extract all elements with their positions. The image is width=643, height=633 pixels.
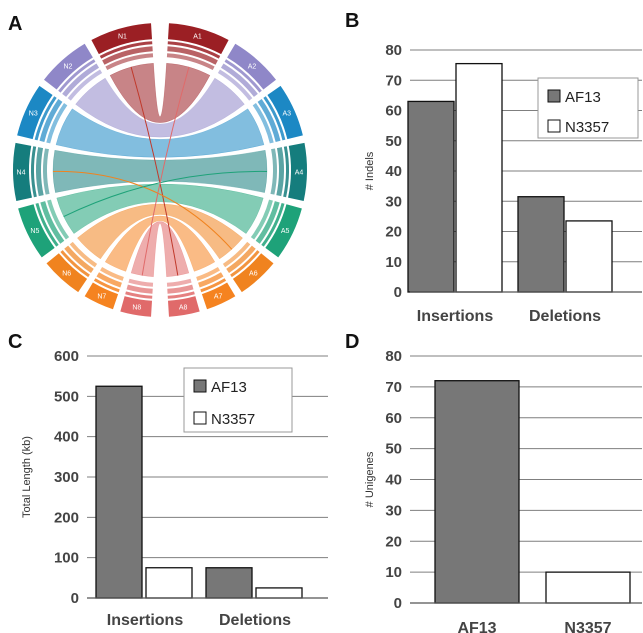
legend-label: N3357 [211, 411, 255, 428]
bar-n3357-insertions [146, 568, 192, 598]
circos-segment-label: A1 [193, 34, 202, 41]
x-category-label: N3357 [564, 620, 611, 633]
circos-segment-label: N4 [17, 169, 26, 176]
panel-label-c: C [8, 331, 22, 353]
circos-segment-label: N7 [97, 294, 106, 301]
circos-segment-label: N5 [30, 228, 39, 235]
y-tick-label: 200 [54, 509, 79, 526]
bar-value-n3357 [546, 572, 630, 603]
bar-af13-deletions [518, 197, 564, 292]
y-tick-label: 50 [385, 441, 402, 458]
circos-segment-label: N8 [132, 305, 141, 312]
legend-swatch [548, 120, 560, 132]
legend-swatch [548, 90, 560, 102]
circos-track [36, 147, 44, 196]
y-tick-label: 80 [385, 348, 402, 365]
y-tick-label: 0 [71, 590, 79, 607]
y-tick-label: 500 [54, 388, 79, 405]
circos-segment-label: A5 [281, 228, 290, 235]
unigenes-bar-chart: 0 10 20 30 40 50 60 70 80 AF13 N3357 # Unigenes [364, 348, 642, 633]
y-tick-label: 60 [385, 103, 402, 120]
circos-track [167, 279, 192, 287]
circos-segment-label: A8 [179, 305, 188, 312]
y-tick-label: 60 [385, 410, 402, 427]
circos-segment-label: A2 [248, 63, 257, 70]
x-category-labels: AF13 N3357 [457, 620, 611, 633]
y-tick-labels: 0 10 20 30 40 50 60 70 80 [385, 42, 402, 301]
y-tick-label: 30 [385, 193, 402, 210]
y-tick-label: 10 [385, 254, 402, 271]
bar-n3357-deletions [566, 221, 612, 292]
y-tick-label: 300 [54, 469, 79, 486]
circos-track [43, 148, 50, 194]
y-tick-label: 40 [385, 163, 402, 180]
circos-segment-label: A7 [214, 294, 223, 301]
circos-track [31, 146, 37, 197]
total-length-bar-chart: 0100200300400500600 Insertions Deletions … [21, 348, 328, 629]
x-category-label: Insertions [417, 308, 494, 325]
y-tick-label: 0 [394, 595, 402, 612]
x-category-label: Deletions [219, 612, 291, 629]
y-tick-label: 80 [385, 42, 402, 59]
circos-track [270, 148, 277, 194]
bar-series [435, 381, 630, 603]
circos-track [276, 147, 284, 196]
y-axis-label: # Unigenes [364, 451, 376, 507]
y-tick-label: 70 [385, 379, 402, 396]
indels-bar-chart: 0 10 20 30 40 50 60 70 80 Insertions Deletions # … [364, 42, 642, 325]
y-tick-label: 100 [54, 550, 79, 567]
bar-value-af13 [435, 381, 519, 603]
x-category-label: Deletions [529, 308, 601, 325]
legend-label: AF13 [211, 379, 247, 396]
y-tick-label: 40 [385, 472, 402, 489]
bar-n3357-insertions [456, 64, 502, 292]
legend: AF13 N3357 [184, 368, 292, 432]
panel-label-a: A [8, 13, 22, 35]
y-tick-label: 70 [385, 72, 402, 89]
panel-label-d: D [345, 331, 359, 353]
circos-plot: N1 N2 N3 N4 N5 N6 N7 N8 A8 A7 A6 A5 A4 A3 A2 A1 [13, 23, 307, 316]
y-axis-label: Total Length (kb) [21, 436, 33, 518]
y-tick-label: 10 [385, 564, 402, 581]
y-tick-label: 600 [54, 348, 79, 365]
y-tick-labels: 0 100 200 300 400 500 600 [54, 348, 79, 607]
circos-segment-label: A6 [249, 271, 258, 278]
y-tick-label: 50 [385, 133, 402, 150]
bar-af13-deletions [206, 568, 252, 598]
x-category-labels: Insertions Deletions [107, 612, 291, 629]
circos-segment-label: N2 [63, 63, 72, 70]
circos-track [283, 146, 289, 197]
bar-af13-insertions [408, 101, 454, 292]
circos-track [128, 279, 153, 287]
x-category-label: AF13 [457, 620, 496, 633]
y-tick-label: 20 [385, 533, 402, 550]
y-tick-label: 20 [385, 224, 402, 241]
x-category-labels: Insertions Deletions [417, 308, 601, 325]
legend: AF13 N3357 [538, 78, 638, 138]
circos-segment-label: N3 [29, 110, 38, 117]
y-tick-label: 0 [394, 284, 402, 301]
bar-af13-insertions [96, 386, 142, 598]
legend-label: AF13 [565, 89, 601, 106]
legend-label: N3357 [565, 119, 609, 136]
y-tick-labels: 0 10 20 30 40 50 60 70 80 [385, 348, 402, 612]
y-axis-label: # Indels [364, 151, 376, 190]
panel-label-b: B [345, 10, 359, 32]
legend-swatch [194, 380, 206, 392]
circos-segment-label: A3 [282, 110, 291, 117]
circos-segment-label: A4 [295, 169, 304, 176]
bar-n3357-deletions [256, 588, 302, 598]
legend-swatch [194, 412, 206, 424]
circos-segment-label: N6 [62, 271, 71, 278]
x-category-label: Insertions [107, 612, 184, 629]
circos-segment-label: N1 [118, 34, 127, 41]
y-tick-label: 400 [54, 429, 79, 446]
y-tick-label: 30 [385, 502, 402, 519]
